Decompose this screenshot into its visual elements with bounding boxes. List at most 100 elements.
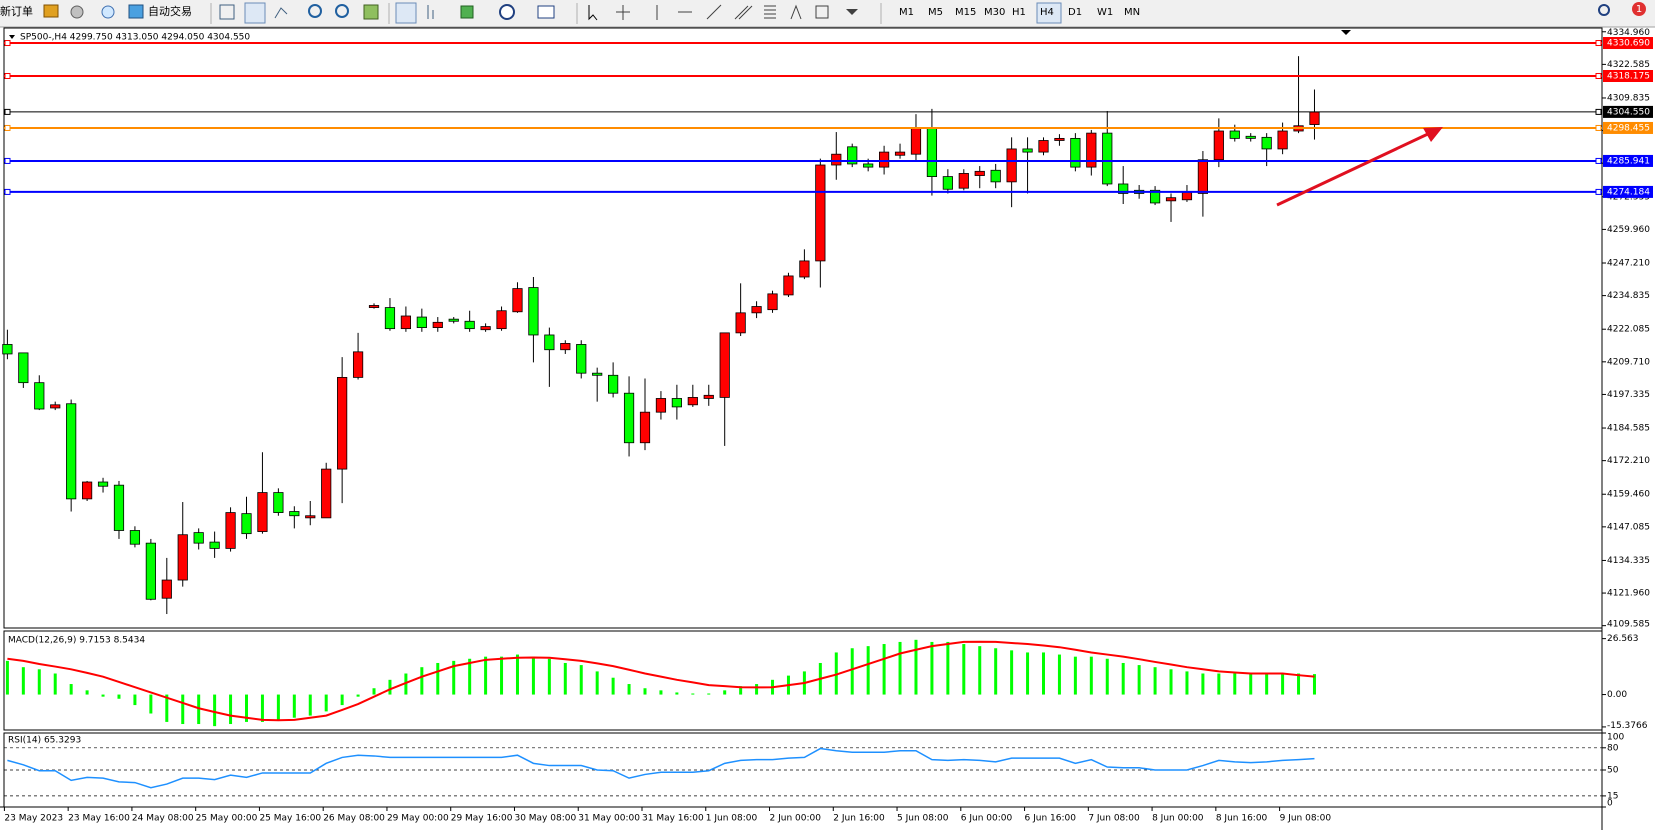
candle-body bbox=[783, 275, 794, 296]
macd-bar bbox=[484, 656, 488, 695]
icon[interactable] bbox=[427, 5, 434, 19]
icon[interactable] bbox=[219, 4, 235, 20]
candle-body bbox=[1070, 137, 1081, 168]
icon[interactable] bbox=[43, 4, 59, 18]
candle-body bbox=[273, 492, 284, 513]
candle-body bbox=[958, 173, 969, 189]
macd-bar bbox=[53, 673, 57, 695]
line-handle[interactable] bbox=[1595, 124, 1602, 131]
macd-bar bbox=[1073, 656, 1077, 695]
timeframe-button[interactable]: M15 bbox=[955, 7, 976, 18]
line-handle[interactable] bbox=[1595, 188, 1602, 195]
macd-bar bbox=[1042, 652, 1045, 695]
new-order-button[interactable]: 新订单 bbox=[0, 4, 33, 18]
candle-body bbox=[655, 398, 667, 413]
timeframe-button[interactable]: MN bbox=[1124, 7, 1140, 18]
macd-bar bbox=[1233, 673, 1237, 695]
candle-body bbox=[337, 376, 348, 470]
y-tick-label: 4334.960 bbox=[1607, 28, 1650, 38]
macd-bar bbox=[1105, 658, 1109, 695]
macd-bar bbox=[1026, 652, 1030, 695]
candle-body bbox=[2, 344, 13, 355]
arrows-tool[interactable] bbox=[846, 9, 858, 15]
notification-badge[interactable] bbox=[1632, 2, 1646, 16]
icon[interactable] bbox=[244, 2, 266, 24]
icon[interactable] bbox=[363, 4, 379, 20]
auto-trading-icon[interactable] bbox=[128, 4, 144, 19]
channel-tool[interactable] bbox=[734, 5, 753, 20]
line-handle[interactable] bbox=[4, 188, 11, 195]
macd-bar bbox=[611, 677, 615, 695]
timeframe-button[interactable]: H4 bbox=[1040, 7, 1054, 18]
text-tool[interactable] bbox=[790, 4, 802, 20]
candle-body bbox=[990, 169, 1001, 183]
line-handle[interactable] bbox=[1595, 72, 1602, 79]
macd-bar bbox=[643, 688, 647, 695]
macd-bar bbox=[149, 694, 153, 714]
macd-bar bbox=[420, 667, 424, 695]
menu-triangle[interactable] bbox=[9, 35, 15, 39]
label-tool[interactable] bbox=[815, 5, 829, 19]
candle-body bbox=[82, 481, 93, 500]
y-tick-label: 4134.335 bbox=[1607, 556, 1650, 566]
candle-body bbox=[209, 541, 220, 549]
macd-bar bbox=[436, 662, 440, 695]
timeframe-button[interactable]: W1 bbox=[1097, 7, 1113, 18]
icon[interactable] bbox=[499, 4, 515, 20]
macd-bar bbox=[882, 644, 886, 695]
timeframe-button[interactable]: M30 bbox=[984, 7, 1005, 18]
candle-body bbox=[639, 411, 651, 444]
line-handle[interactable] bbox=[4, 157, 11, 164]
zoom-out[interactable] bbox=[335, 4, 349, 18]
zoom-in[interactable] bbox=[308, 4, 322, 18]
macd-bar bbox=[260, 694, 264, 722]
icon[interactable] bbox=[274, 7, 288, 19]
line-handle[interactable] bbox=[4, 124, 11, 131]
macd-bar bbox=[962, 644, 966, 695]
cursor-tool[interactable] bbox=[588, 5, 598, 21]
price-label: 4285.941 bbox=[1607, 156, 1650, 166]
y-tick-label: 4109.585 bbox=[1607, 620, 1650, 630]
timeframes: M1 M5 M15 M30 H1 H4 D1 W1 MN bbox=[899, 2, 1140, 24]
line-handle[interactable] bbox=[1595, 157, 1602, 164]
macd-bar bbox=[69, 684, 73, 695]
y-tick-label: 100 bbox=[1607, 733, 1624, 743]
icon[interactable] bbox=[395, 2, 417, 24]
macd-bar bbox=[245, 694, 248, 722]
timeframe-button[interactable]: D1 bbox=[1068, 7, 1082, 18]
x-tick-label: 26 May 08:00 bbox=[323, 814, 385, 824]
icon[interactable] bbox=[537, 5, 555, 19]
active-timeframe[interactable] bbox=[1036, 2, 1062, 24]
line-handle[interactable] bbox=[4, 72, 11, 79]
macd-bar bbox=[292, 694, 296, 718]
auto-trading-button[interactable]: 自动交易 bbox=[148, 4, 192, 18]
candle-body bbox=[225, 512, 236, 549]
x-tick-label: 25 May 00:00 bbox=[196, 814, 258, 824]
search[interactable] bbox=[1598, 4, 1610, 16]
timeframe-button[interactable]: H1 bbox=[1012, 7, 1026, 18]
signal-line bbox=[7, 640, 1315, 722]
candle-body bbox=[1165, 197, 1177, 202]
icon[interactable] bbox=[70, 5, 84, 19]
crosshair-tool[interactable] bbox=[616, 5, 630, 20]
trendline-tool[interactable] bbox=[706, 4, 722, 20]
icon[interactable] bbox=[101, 5, 115, 19]
price-label: 4274.184 bbox=[1607, 187, 1650, 197]
candle-body bbox=[66, 403, 77, 500]
x-tick-label: 24 May 08:00 bbox=[132, 814, 194, 824]
timeframe-button[interactable]: M5 bbox=[928, 7, 943, 18]
macd-bar bbox=[1201, 673, 1205, 695]
fibo-tool[interactable] bbox=[764, 5, 776, 19]
line-handle[interactable] bbox=[1595, 108, 1602, 115]
y-tick-label: 4234.835 bbox=[1607, 291, 1650, 301]
line-handle[interactable] bbox=[1595, 40, 1602, 47]
icon[interactable] bbox=[460, 5, 474, 19]
line-handle[interactable] bbox=[4, 108, 11, 115]
candle-body bbox=[1086, 132, 1097, 168]
candle-body bbox=[735, 312, 746, 334]
candle-body bbox=[608, 374, 619, 394]
macd-bar bbox=[1249, 673, 1253, 695]
line-handle[interactable] bbox=[4, 40, 11, 47]
timeframe-button[interactable]: M1 bbox=[899, 7, 914, 18]
candle-body bbox=[751, 306, 762, 314]
